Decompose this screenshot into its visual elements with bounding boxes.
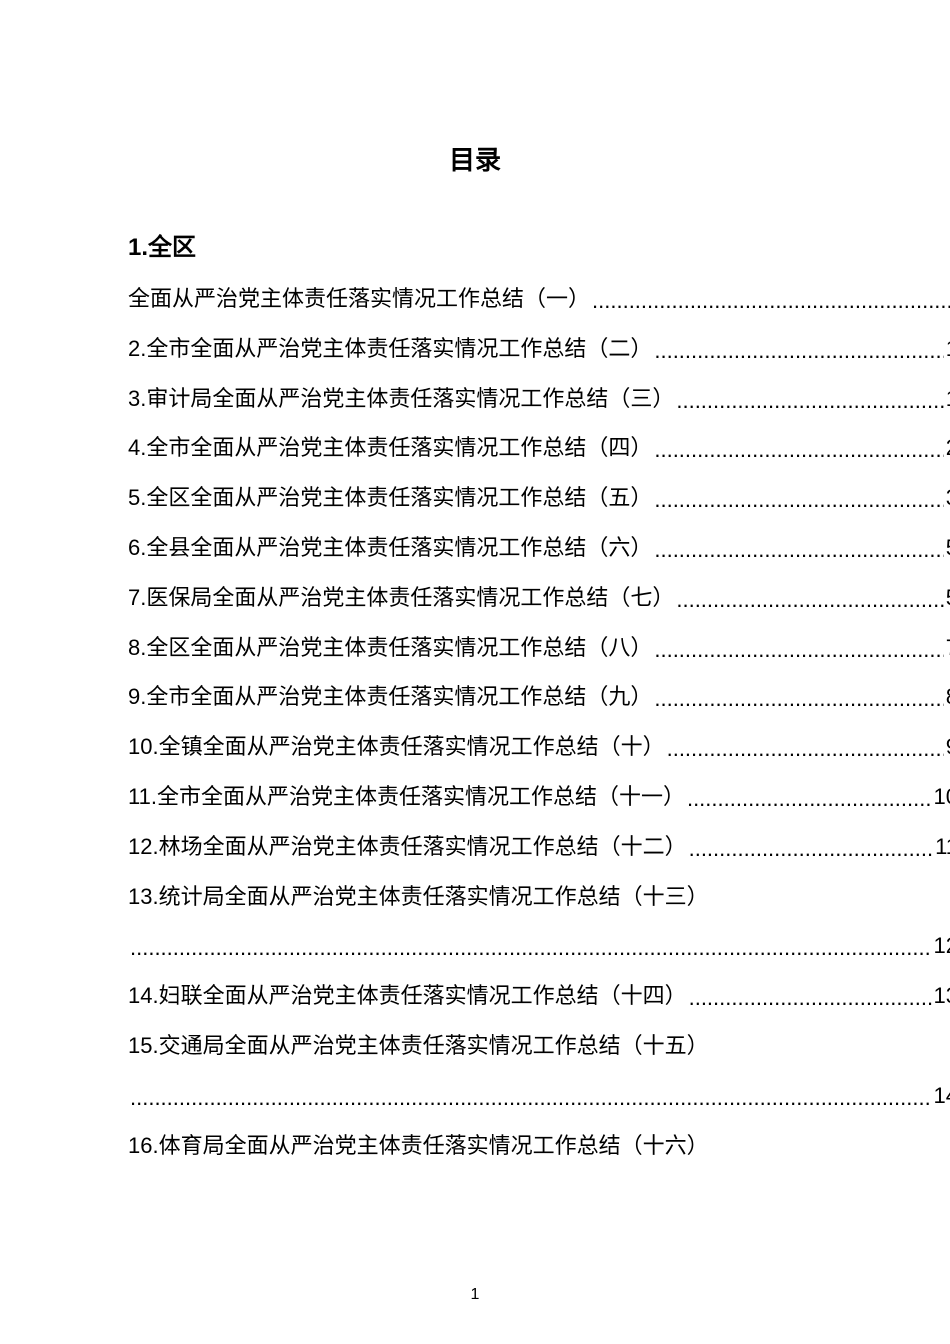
- toc-entry: 5.全区全面从严治党主体责任落实情况工作总结（五）...............…: [128, 483, 950, 514]
- toc-list: 全面从严治党主体责任落实情况工作总结（一）...................…: [128, 284, 950, 1161]
- toc-entry: 7.医保局全面从严治党主体责任落实情况工作总结（七）..............…: [128, 583, 950, 614]
- toc-page-number: 10: [934, 782, 950, 813]
- toc-entry-dots-line: ........................................…: [128, 931, 950, 962]
- toc-entry: 2.全市全面从严治党主体责任落实情况工作总结（二）...............…: [128, 334, 950, 365]
- toc-entry-label: 3.审计局全面从严治党主体责任落实情况工作总结（三）: [128, 384, 674, 415]
- toc-entry-label: 14.妇联全面从严治党主体责任落实情况工作总结（十四）: [128, 981, 687, 1012]
- toc-entry: 3.审计局全面从严治党主体责任落实情况工作总结（三）..............…: [128, 384, 950, 415]
- toc-dots: ........................................…: [654, 635, 943, 664]
- toc-dots: ........................................…: [687, 784, 932, 813]
- toc-page-number: 11: [935, 832, 950, 863]
- toc-entry-label: 5.全区全面从严治党主体责任落实情况工作总结（五）: [128, 483, 652, 514]
- toc-entry-label: 13.统计局全面从严治党主体责任落实情况工作总结（十三）: [128, 882, 950, 913]
- toc-entry: 8.全区全面从严治党主体责任落实情况工作总结（八）...............…: [128, 633, 950, 664]
- toc-entry-label: 7.医保局全面从严治党主体责任落实情况工作总结（七）: [128, 583, 674, 614]
- page-title: 目录: [0, 140, 950, 177]
- toc-entry-label: 10.全镇全面从严治党主体责任落实情况工作总结（十）: [128, 732, 665, 763]
- toc-entry: 12.林场全面从严治党主体责任落实情况工作总结（十二）.............…: [128, 832, 950, 863]
- toc-page-number: 5: [946, 533, 950, 564]
- toc-entry-label: 2.全市全面从严治党主体责任落实情况工作总结（二）: [128, 334, 652, 365]
- toc-entry-label: 6.全县全面从严治党主体责任落实情况工作总结（六）: [128, 533, 652, 564]
- toc-entry-label: 全面从严治党主体责任落实情况工作总结（一）: [128, 284, 590, 315]
- toc-entry: 9.全市全面从严治党主体责任落实情况工作总结（九）...............…: [128, 682, 950, 713]
- toc-entry-label: 4.全市全面从严治党主体责任落实情况工作总结（四）: [128, 433, 652, 464]
- toc-entry-label: 16.体育局全面从严治党主体责任落实情况工作总结（十六）: [128, 1131, 950, 1162]
- toc-dots: ........................................…: [654, 684, 943, 713]
- toc-dots: ........................................…: [592, 286, 950, 315]
- toc-dots: ........................................…: [689, 834, 934, 863]
- toc-dots: ........................................…: [130, 933, 932, 962]
- toc-dots: ........................................…: [654, 435, 943, 464]
- toc-page-number: 7: [946, 633, 950, 664]
- toc-page-number: 3: [946, 483, 950, 514]
- toc-entry: 11.全市全面从严治党主体责任落实情况工作总结（十一）.............…: [128, 782, 950, 813]
- toc-entry: 4.全市全面从严治党主体责任落实情况工作总结（四）...............…: [128, 433, 950, 464]
- toc-entry: 14.妇联全面从严治党主体责任落实情况工作总结（十四）.............…: [128, 981, 950, 1012]
- toc-dots: ........................................…: [654, 336, 943, 365]
- toc-entry-label: 12.林场全面从严治党主体责任落实情况工作总结（十二）: [128, 832, 687, 863]
- toc-dots: ........................................…: [130, 1083, 932, 1112]
- toc-entry: 全面从严治党主体责任落实情况工作总结（一）...................…: [128, 284, 950, 315]
- toc-page-number: 1: [946, 334, 950, 365]
- toc-page-number: 1: [946, 384, 950, 415]
- toc-page-number: 12: [934, 931, 950, 962]
- toc-entry-label: 15.交通局全面从严治党主体责任落实情况工作总结（十五）: [128, 1031, 950, 1062]
- toc-dots: ........................................…: [654, 485, 943, 514]
- toc-entry-label: 11.全市全面从严治党主体责任落实情况工作总结（十一）: [128, 782, 685, 813]
- toc-entry-label: 8.全区全面从严治党主体责任落实情况工作总结（八）: [128, 633, 652, 664]
- toc-page-number: 9: [946, 732, 950, 763]
- toc-content: 1.全区 全面从严治党主体责任落实情况工作总结（一）..............…: [0, 227, 950, 1161]
- toc-dots: ........................................…: [667, 734, 944, 763]
- toc-page-number: 2: [946, 433, 950, 464]
- toc-dots: ........................................…: [654, 535, 943, 564]
- toc-page-number: 14: [934, 1081, 950, 1112]
- toc-dots: ........................................…: [689, 983, 932, 1012]
- toc-page-number: 5: [946, 583, 950, 614]
- document-page: 目录 1.全区 全面从严治党主体责任落实情况工作总结（一）...........…: [0, 0, 950, 1344]
- toc-entry: 10.全镇全面从严治党主体责任落实情况工作总结（十）..............…: [128, 732, 950, 763]
- toc-dots: ........................................…: [676, 386, 943, 415]
- toc-entry-label: 9.全市全面从严治党主体责任落实情况工作总结（九）: [128, 682, 652, 713]
- page-number: 1: [0, 1286, 950, 1304]
- toc-section-head: 1.全区: [128, 227, 950, 262]
- toc-entry: 6.全县全面从严治党主体责任落实情况工作总结（六）...............…: [128, 533, 950, 564]
- toc-entry-dots-line: ........................................…: [128, 1081, 950, 1112]
- toc-dots: ........................................…: [676, 585, 943, 614]
- toc-page-number: 13: [934, 981, 950, 1012]
- toc-page-number: 8: [946, 682, 950, 713]
